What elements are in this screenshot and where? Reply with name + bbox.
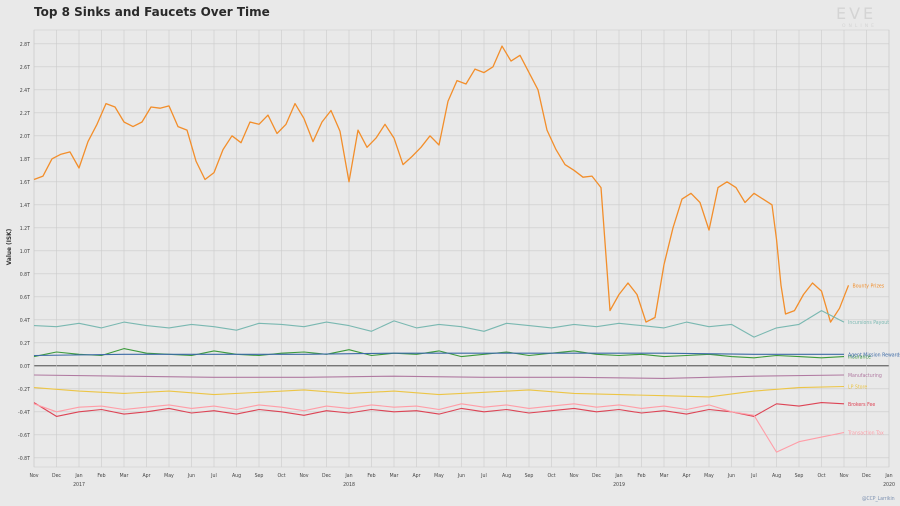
series-line-lp-store xyxy=(33,385,845,398)
series-lines xyxy=(33,45,850,453)
x-tick-label: Sep xyxy=(525,473,534,479)
series-line-incursions-payout xyxy=(33,310,845,338)
x-tick-label: Jan xyxy=(344,473,352,479)
x-tick-label: May xyxy=(164,473,174,479)
x-tick-label: Dec xyxy=(592,473,601,479)
x-tick-label: Apr xyxy=(142,473,150,479)
x-tick-label: May xyxy=(434,473,444,479)
x-tick-label: Nov xyxy=(569,473,578,479)
y-tick-label: 0.2T xyxy=(20,341,30,347)
x-tick-label: Oct xyxy=(277,473,285,479)
series-line-agent-mission-rewards xyxy=(33,352,844,357)
series-label-agent-mission-rewards: Agent Mission Rewards xyxy=(848,352,900,358)
y-tick-label: -0.8T xyxy=(18,456,30,462)
series-label-insurance: Insurance xyxy=(848,355,871,361)
x-tick-label: Apr xyxy=(412,473,420,479)
series-labels: Bounty Prizes Incursions Payout InsuranceA… xyxy=(847,283,900,436)
y-axis-label: Value (ISK) xyxy=(5,228,13,265)
series-line-brokers-fee xyxy=(33,402,845,417)
series-line-bounty-prizes xyxy=(33,45,850,323)
y-tick-label: 1.8T xyxy=(20,157,30,163)
x-tick-label: Jul xyxy=(750,473,757,479)
y-axis-ticks: 2.8T 2.6T 2.4T 2.2T 2.0T 1.8T 1.6T 1.4T 1.2T 1.0T… xyxy=(18,42,30,462)
series-label-incursions-payout: Incursions Payout xyxy=(848,320,889,326)
y-tick-label: 2.6T xyxy=(20,65,30,71)
credit-text: @CCP_Larrikin xyxy=(862,496,895,502)
x-tick-label: Dec xyxy=(322,473,331,479)
x-tick-label: Oct xyxy=(547,473,555,479)
y-tick-label: -0.2T xyxy=(18,387,30,393)
x-tick-year: 2017 xyxy=(73,482,85,488)
x-tick-label: Nov xyxy=(299,473,308,479)
y-tick-label: 1.2T xyxy=(20,226,30,232)
series-label-brokers-fee: Brokers Fee xyxy=(848,402,875,408)
x-tick-label: Jun xyxy=(187,473,195,479)
y-tick-label: 0.0T xyxy=(20,364,30,370)
series-line-manufacturing xyxy=(33,374,845,379)
y-tick-label: -0.4T xyxy=(18,410,30,416)
x-tick-label: Mar xyxy=(660,473,669,479)
x-tick-label: Sep xyxy=(255,473,264,479)
x-tick-label: Jan xyxy=(884,473,892,479)
x-tick-label: Aug xyxy=(772,473,781,479)
eve-logo: EVE ONLINE xyxy=(836,4,877,29)
x-tick-year: 2018 xyxy=(343,482,355,488)
series-label-lp-store: LP Store xyxy=(848,385,867,391)
x-axis-ticks: Nov Dec Jan 2017 Feb Mar Apr May Jun Jul Aug Sep Oct… xyxy=(29,473,895,488)
y-tick-label: 2.4T xyxy=(20,88,30,94)
series-line-transaction-tax xyxy=(33,403,845,453)
x-tick-label: Dec xyxy=(52,473,61,479)
y-tick-label: 1.0T xyxy=(20,249,30,255)
x-tick-label: Jul xyxy=(210,473,217,479)
eve-logo-text: EVE xyxy=(836,4,876,23)
y-tick-label: 2.8T xyxy=(20,42,30,48)
x-tick-label: Jun xyxy=(727,473,735,479)
y-tick-label: 1.4T xyxy=(20,203,30,209)
y-tick-label: 1.6T xyxy=(20,180,30,186)
x-tick-label: Jan xyxy=(614,473,622,479)
x-tick-label: Nov xyxy=(839,473,848,479)
y-tick-label: 0.8T xyxy=(20,272,30,278)
x-tick-label: Mar xyxy=(390,473,399,479)
gridlines xyxy=(33,29,890,468)
x-tick-label: Aug xyxy=(232,473,241,479)
series-label-manufacturing: Manufacturing xyxy=(848,373,882,379)
y-tick-label: 2.2T xyxy=(20,111,30,117)
x-tick-label: Jun xyxy=(457,473,465,479)
eve-logo-subtext: ONLINE xyxy=(842,23,877,29)
x-tick-label: Feb xyxy=(97,473,105,479)
x-tick-label: Nov xyxy=(29,473,38,479)
x-tick-year: 2020 xyxy=(883,482,895,488)
x-tick-label: Sep xyxy=(795,473,804,479)
x-tick-label: Dec xyxy=(862,473,871,479)
x-tick-label: Feb xyxy=(637,473,645,479)
x-tick-label: Feb xyxy=(367,473,375,479)
chart-title: Top 8 Sinks and Faucets Over Time xyxy=(34,5,270,19)
series-label-transaction-tax: Transaction Tax xyxy=(847,431,884,437)
x-tick-label: Aug xyxy=(502,473,511,479)
series-label-bounty-prizes: Bounty Prizes xyxy=(853,283,885,289)
y-tick-label: 0.4T xyxy=(20,318,30,324)
x-tick-label: Jul xyxy=(480,473,487,479)
y-tick-label: 2.0T xyxy=(20,134,30,140)
x-tick-label: Mar xyxy=(120,473,129,479)
x-tick-label: Oct xyxy=(817,473,825,479)
x-tick-year: 2019 xyxy=(613,482,625,488)
x-tick-label: May xyxy=(704,473,714,479)
y-tick-label: -0.6T xyxy=(18,433,30,439)
x-tick-label: Jan xyxy=(74,473,82,479)
x-tick-label: Apr xyxy=(682,473,690,479)
y-tick-label: 0.6T xyxy=(20,295,30,301)
